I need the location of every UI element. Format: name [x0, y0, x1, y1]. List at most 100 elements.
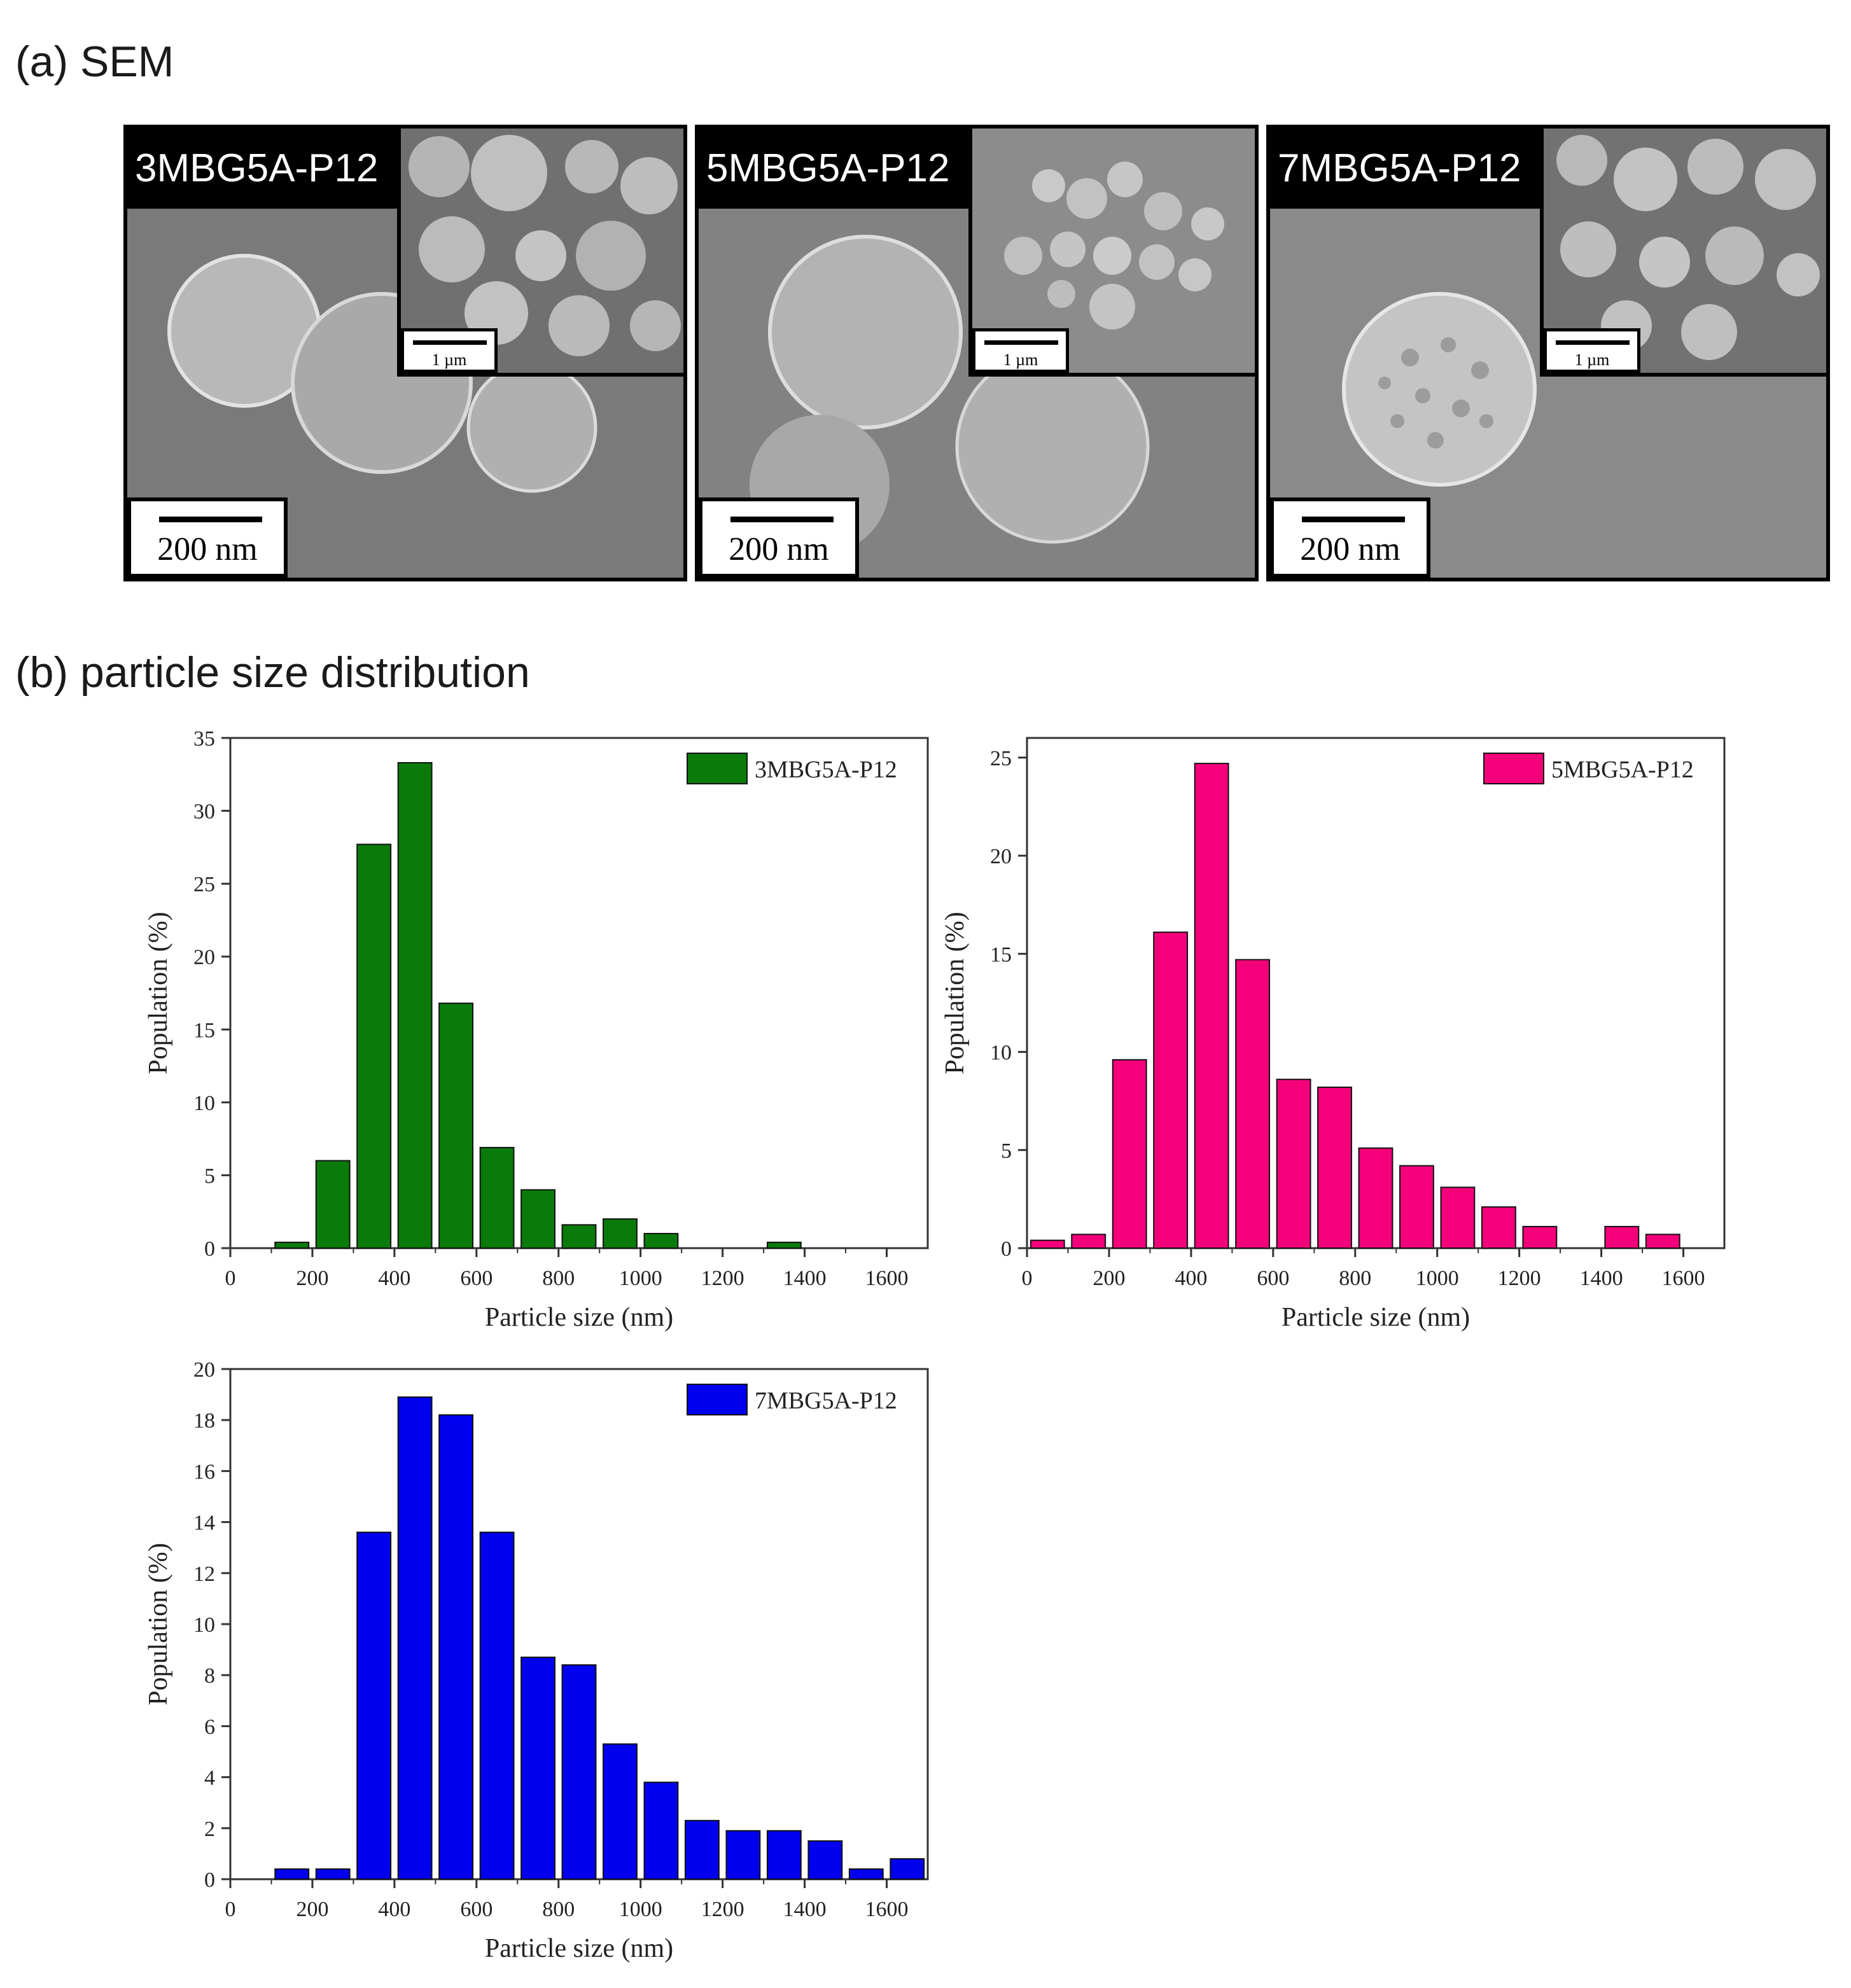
main-scale-bar: 200 nm: [1270, 497, 1430, 578]
y-tick-label: 5: [1001, 1139, 1012, 1163]
x-tick-label: 1200: [701, 1267, 744, 1290]
y-tick-label: 8: [204, 1664, 215, 1688]
bar: [890, 1858, 925, 1880]
y-tick-label: 20: [990, 845, 1012, 868]
bar: [1235, 959, 1271, 1249]
bar: [274, 1241, 310, 1249]
bar: [1645, 1234, 1680, 1249]
bar: [643, 1781, 679, 1880]
y-tick-label: 25: [990, 747, 1012, 770]
y-tick-label: 35: [193, 727, 215, 751]
bar: [438, 1414, 474, 1880]
y-tick-label: 0: [204, 1868, 215, 1892]
bar: [1604, 1226, 1640, 1249]
bar: [725, 1830, 761, 1880]
y-axis-label: Population (%): [144, 1543, 173, 1705]
bar: [848, 1868, 884, 1880]
y-tick-label: 10: [193, 1613, 215, 1637]
y-tick-label: 0: [204, 1237, 215, 1261]
bar: [520, 1657, 555, 1880]
bar: [356, 1531, 392, 1880]
bar: [603, 1743, 638, 1880]
bar: [1153, 931, 1189, 1249]
sem-inset-image: 1 µm: [1540, 129, 1826, 377]
bar: [1481, 1206, 1516, 1249]
x-axis-label: Particle size (nm): [1282, 1303, 1470, 1332]
chart-5mbg: 0 200 400 600 800 1000 1200 1400 1600 0 5 10 15 20 25 P…: [940, 737, 1726, 1332]
x-tick-label: 1600: [865, 1267, 909, 1290]
x-tick-label: 400: [1175, 1267, 1207, 1290]
x-tick-label: 0: [1022, 1267, 1033, 1290]
x-tick-label: 600: [460, 1898, 492, 1921]
y-tick-label: 15: [990, 943, 1012, 966]
y-tick-label: 20: [193, 1358, 215, 1382]
section-title-sem: (a) SEM: [15, 38, 174, 86]
y-tick-label: 20: [193, 946, 215, 970]
y-tick-label: 10: [990, 1041, 1012, 1065]
y-tick-label: 0: [1001, 1237, 1012, 1261]
bar: [1399, 1165, 1434, 1249]
x-tick-label: 400: [378, 1267, 410, 1290]
y-tick-label: 30: [193, 800, 215, 824]
bar: [766, 1830, 802, 1880]
bar: [274, 1868, 310, 1880]
legend-swatch: [687, 1384, 748, 1415]
y-tick-label: 14: [193, 1512, 215, 1535]
bar: [397, 761, 433, 1249]
y-tick-label: 18: [193, 1409, 215, 1433]
sem-label: 3MBG5A-P12: [127, 129, 407, 209]
main-scale-bar: 200 nm: [127, 497, 288, 578]
bar: [315, 1868, 351, 1880]
bar: [1030, 1239, 1065, 1249]
x-tick-label: 400: [378, 1898, 410, 1921]
y-axis-label: Population (%): [144, 912, 173, 1074]
sem-inset-image: 1 µm: [968, 129, 1255, 377]
bar: [1522, 1226, 1558, 1249]
y-tick-label: 10: [193, 1092, 215, 1115]
x-tick-label: 600: [460, 1267, 492, 1290]
x-tick-label: 200: [1093, 1267, 1125, 1290]
sem-label: 7MBG5A-P12: [1270, 129, 1550, 209]
x-tick-label: 200: [296, 1898, 328, 1921]
bar: [1276, 1078, 1311, 1249]
x-tick-label: 1400: [1580, 1267, 1623, 1290]
inset-scale-bar: 1 µm: [1544, 328, 1640, 373]
x-tick-label: 1000: [619, 1898, 662, 1921]
y-tick-label: 6: [204, 1715, 215, 1739]
section-title-psd: (b) particle size distribution: [15, 648, 530, 697]
y-tick-label: 12: [193, 1562, 215, 1586]
sem-panel-3mbg: 3MBG5A-P12 1 µm 200 nm: [123, 125, 687, 581]
legend-label: 7MBG5A-P12: [755, 1387, 897, 1414]
bar: [1112, 1059, 1147, 1249]
legend-swatch: [687, 753, 748, 784]
y-axis-label: Population (%): [940, 912, 970, 1074]
y-tick-label: 2: [204, 1818, 215, 1841]
bar: [807, 1840, 843, 1880]
x-tick-label: 1600: [1662, 1267, 1705, 1290]
bar: [1194, 763, 1229, 1249]
bar: [684, 1819, 720, 1880]
y-tick-label: 16: [193, 1460, 215, 1484]
x-tick-label: 1200: [1498, 1267, 1541, 1290]
x-tick-label: 1400: [783, 1267, 827, 1290]
x-tick-label: 800: [542, 1898, 575, 1921]
sem-inset-image: 1 µm: [397, 129, 683, 377]
x-tick-label: 0: [225, 1898, 236, 1921]
bar: [1071, 1234, 1107, 1249]
x-tick-label: 600: [1257, 1267, 1289, 1290]
x-axis-label: Particle size (nm): [485, 1934, 673, 1963]
chart-7mbg: 0 200 400 600 800 1000 1200 1400 1600 0 2 4 6 8 10 12 14…: [144, 1358, 929, 1963]
x-axis-label: Particle size (nm): [485, 1303, 673, 1332]
y-tick-label: 5: [204, 1164, 215, 1188]
y-tick-label: 25: [193, 873, 215, 896]
bar: [520, 1189, 555, 1249]
bar: [561, 1224, 597, 1249]
legend-label: 3MBG5A-P12: [755, 756, 897, 783]
sem-panel-5mbg: 5MBG5A-P12 1 µm 200 nm: [695, 125, 1259, 581]
bar: [1440, 1186, 1476, 1249]
bar: [315, 1160, 351, 1249]
main-scale-bar: 200 nm: [699, 497, 859, 578]
x-tick-label: 1400: [783, 1898, 827, 1921]
x-tick-label: 1200: [701, 1898, 744, 1921]
